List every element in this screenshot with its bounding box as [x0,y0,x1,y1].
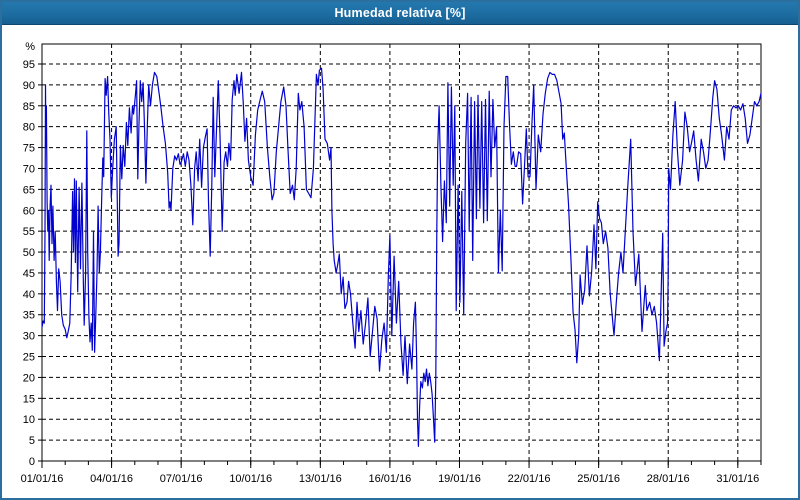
y-axis-tick-label: 30 [23,331,35,343]
y-axis-tick-label: 80 [23,122,35,134]
x-axis-tick-label: 19/01/16 [438,473,481,485]
x-axis-tick-label: 04/01/16 [90,473,133,485]
humidity-series-line [41,67,762,447]
x-axis-tick-label: 16/01/16 [368,473,411,485]
x-axis-tick-label: 31/01/16 [716,473,759,485]
y-axis-tick-label: 0 [29,456,35,468]
y-axis-tick-label: 25 [23,352,35,364]
y-axis-tick-label: 10 [23,414,35,426]
x-axis-tick-label: 13/01/16 [299,473,342,485]
x-axis-tick-label: 22/01/16 [508,473,551,485]
x-axis-tick-label: 28/01/16 [647,473,690,485]
y-axis-unit-label: % [25,41,35,53]
y-axis-tick-label: 75 [23,143,35,155]
y-axis-tick-label: 65 [23,184,35,196]
y-axis-tick-label: 70 [23,163,35,175]
y-axis-tick-label: 40 [23,289,35,301]
x-axis-tick-label: 01/01/16 [21,473,64,485]
y-axis-tick-label: 15 [23,393,35,405]
y-axis-tick-label: 35 [23,310,35,322]
y-axis-tick-label: 60 [23,205,35,217]
x-axis-tick-label: 07/01/16 [160,473,203,485]
y-axis-tick-label: 5 [29,435,35,447]
chart-title-bar: Humedad relativa [%] [2,2,798,25]
y-axis-tick-label: 90 [23,80,35,92]
y-axis-tick-label: 85 [23,101,35,113]
y-axis-tick-label: 45 [23,268,35,280]
x-axis-tick-label: 25/01/16 [577,473,620,485]
x-axis-tick-label: 10/01/16 [229,473,272,485]
y-axis-tick-label: 50 [23,247,35,259]
y-axis-tick-label: 95 [23,59,35,71]
plot-border [41,43,762,462]
chart-title: Humedad relativa [%] [334,6,466,20]
y-axis-tick-label: 20 [23,372,35,384]
y-axis-tick-label: 55 [23,226,35,238]
